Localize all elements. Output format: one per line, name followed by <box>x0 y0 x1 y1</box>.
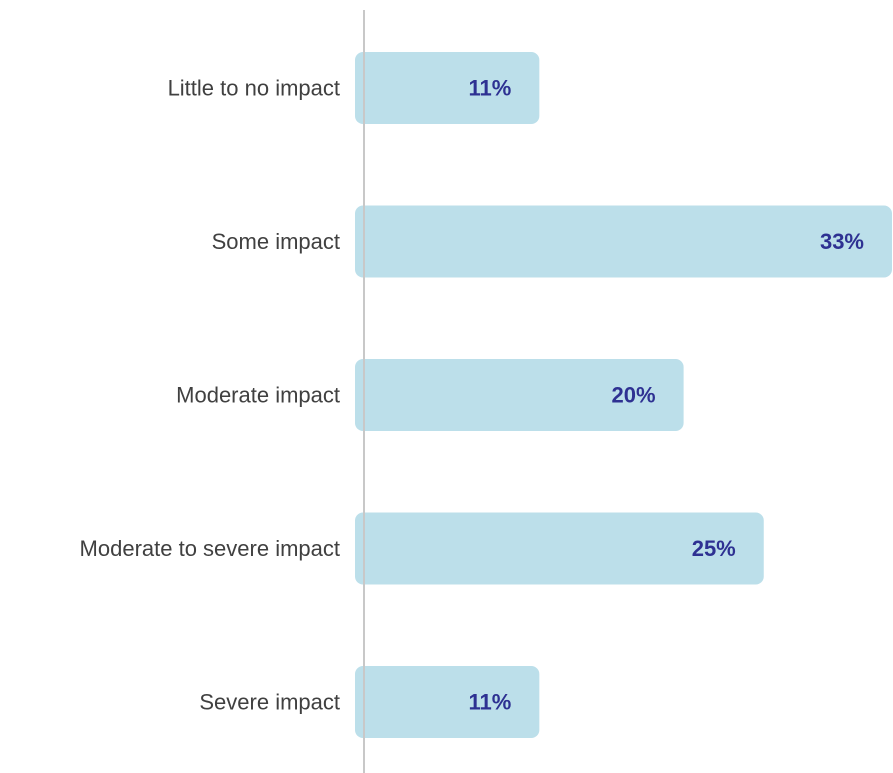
category-label: Severe impact <box>199 690 340 715</box>
value-label: 33% <box>820 229 864 254</box>
value-label: 20% <box>612 383 656 408</box>
value-label: 25% <box>692 536 736 561</box>
bar-4 <box>355 666 540 738</box>
category-label: Moderate impact <box>176 383 340 408</box>
category-label: Little to no impact <box>168 76 340 101</box>
bar-0 <box>355 52 540 124</box>
value-label: 11% <box>469 690 512 715</box>
bar-2 <box>355 359 684 431</box>
labels-layer: Little to no impact 11% Some impact 33% Mode… <box>80 76 864 715</box>
bar-1 <box>355 205 892 278</box>
value-label: 11% <box>469 76 512 101</box>
bars-layer <box>355 52 892 738</box>
category-label: Some impact <box>212 229 340 254</box>
category-label: Moderate to severe impact <box>80 536 340 561</box>
bar-3 <box>355 512 764 585</box>
